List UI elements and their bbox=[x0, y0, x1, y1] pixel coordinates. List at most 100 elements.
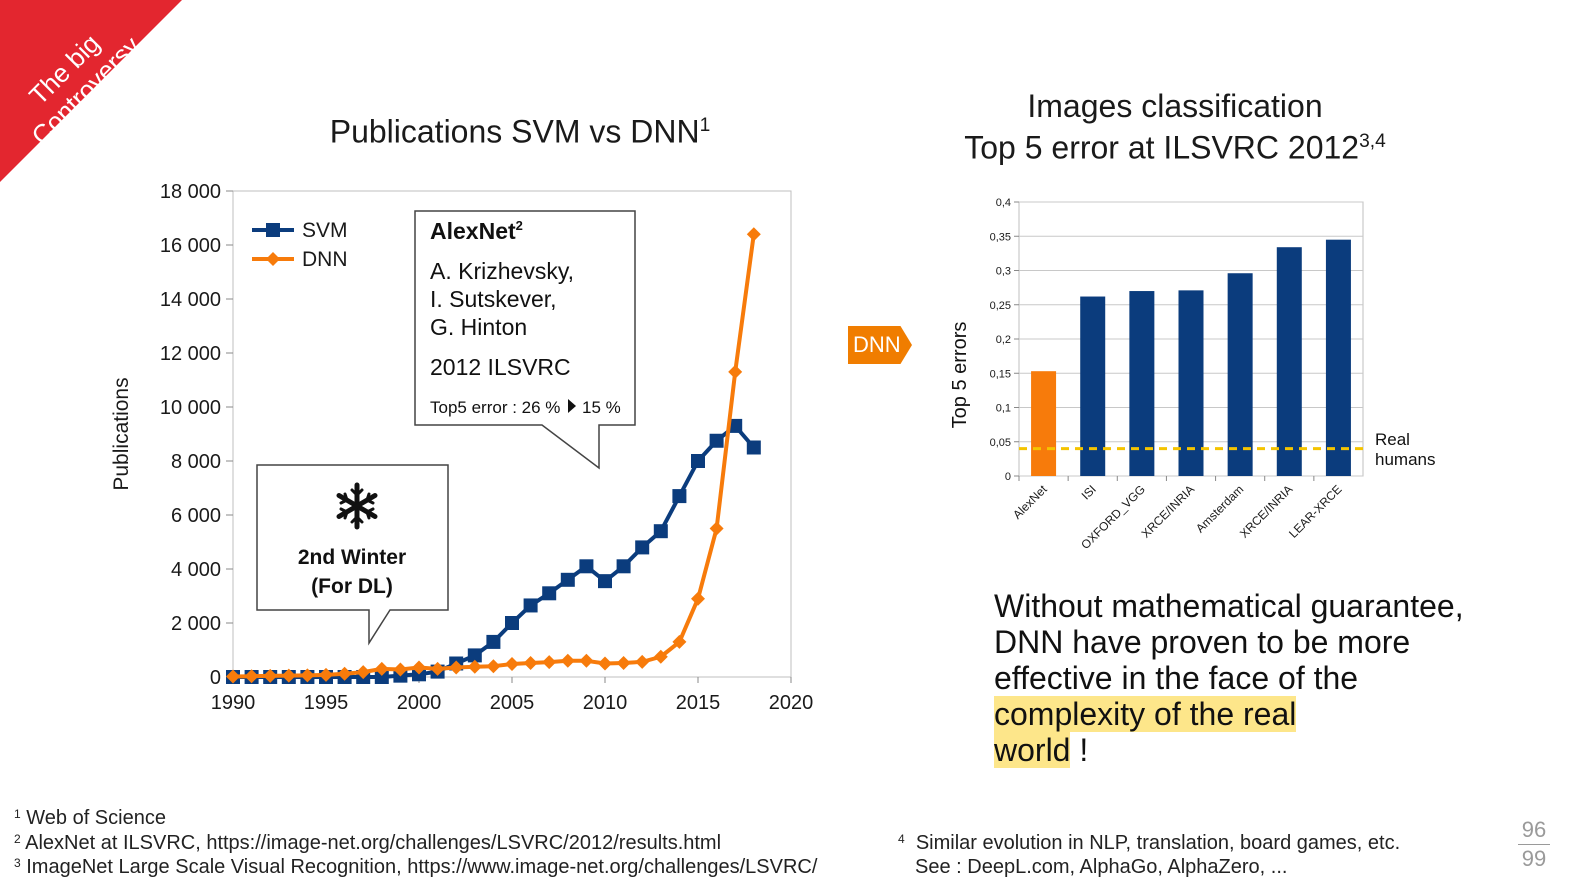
legend-dnn-marker bbox=[266, 252, 280, 266]
dnn-point bbox=[319, 667, 333, 682]
svm-point bbox=[579, 559, 594, 574]
dnn-point bbox=[393, 662, 408, 677]
alexnet-error-after: 15 % bbox=[582, 398, 621, 417]
line-chart-y-axis: 0 2 000 4 000 6 000 8 000 10 000 12 000 14 000 1… bbox=[160, 181, 233, 689]
x-tick-label: 1995 bbox=[304, 692, 349, 714]
dnn-point bbox=[337, 666, 352, 681]
ribbon-background bbox=[0, 0, 182, 182]
error-title-sup: 3,4 bbox=[1359, 131, 1386, 152]
bar-y-tick-label: 0,25 bbox=[990, 300, 1011, 312]
dnn-point bbox=[709, 521, 724, 536]
footnote-2: 2 AlexNet at ILSVRC, https://image-net.o… bbox=[14, 827, 721, 855]
footnote-4-line1: Similar evolution in NLP, translation, b… bbox=[915, 832, 1401, 854]
dnn-point bbox=[374, 661, 389, 676]
footnote-2-num: 2 bbox=[14, 832, 21, 846]
error-title-line1: Images classification bbox=[1027, 88, 1323, 124]
bar-category-label: Amsterdam bbox=[1193, 482, 1246, 535]
bar-category-label: AlexNet bbox=[1010, 482, 1050, 522]
bar-isi bbox=[1080, 296, 1106, 476]
bar-oxford-vgg bbox=[1129, 291, 1155, 476]
y-tick-label: 8 000 bbox=[171, 451, 221, 473]
bar-chart-x-labels: AlexNet ISIOXFORD_VGGXRCE/INRIAAmsterdamX… bbox=[1010, 476, 1345, 552]
page-number: 96 99 bbox=[1514, 818, 1554, 871]
conclusion-part1: Without mathematical guarantee, DNN have… bbox=[994, 588, 1464, 696]
bar-y-tick-label: 0,3 bbox=[996, 266, 1011, 278]
winter-line2: (For DL) bbox=[311, 575, 393, 598]
line-chart-series bbox=[226, 227, 761, 684]
svm-point bbox=[653, 524, 668, 539]
publications-title-sup: 1 bbox=[699, 115, 711, 136]
page-current: 96 bbox=[1521, 817, 1547, 842]
svm-point bbox=[672, 489, 687, 504]
bar-xrce-inria bbox=[1178, 290, 1204, 476]
publications-title-text: Publications SVM vs DNN bbox=[329, 113, 700, 150]
y-tick-label: 14 000 bbox=[160, 289, 221, 311]
alexnet-author-2: I. Sutskever, bbox=[430, 286, 557, 312]
error-chart-title: Images classification Top 5 error at ILS… bbox=[940, 88, 1410, 166]
bar-y-tick-label: 0,2 bbox=[996, 334, 1011, 346]
dnn-point bbox=[467, 659, 482, 674]
page-divider bbox=[1518, 844, 1550, 845]
alexnet-title: AlexNet2 bbox=[430, 218, 523, 244]
winter-line1: 2nd Winter bbox=[298, 546, 406, 569]
bar-alexnet bbox=[1031, 371, 1057, 476]
svm-point bbox=[709, 433, 724, 448]
bar-lear-xrce bbox=[1325, 239, 1351, 476]
bar-category-label: LEAR-XRCE bbox=[1286, 482, 1344, 540]
svm-point bbox=[746, 440, 761, 455]
svm-point bbox=[728, 418, 743, 433]
svm-point bbox=[374, 670, 389, 684]
dnn-point bbox=[598, 656, 612, 671]
dnn-point bbox=[523, 655, 538, 670]
bar-amsterdam bbox=[1227, 273, 1253, 476]
conclusion-text: Without mathematical guarantee, DNN have… bbox=[994, 588, 1464, 768]
dnn-arrow: DNN bbox=[848, 326, 912, 364]
bar-chart-y-label: Top 5 errors bbox=[949, 322, 971, 429]
bar-category-label: ISI bbox=[1079, 482, 1099, 502]
svm-point bbox=[616, 559, 631, 574]
dnn-point bbox=[263, 668, 278, 683]
dnn-point bbox=[505, 657, 519, 672]
footnote-4-num: 4 bbox=[898, 832, 905, 846]
dnn-point bbox=[579, 653, 594, 668]
conclusion-part2: ! bbox=[1070, 732, 1089, 768]
x-tick-label: 2015 bbox=[676, 692, 721, 714]
bar-category-label: XRCE/INRIA bbox=[1139, 482, 1197, 540]
bar-y-tick-label: 0 bbox=[1005, 471, 1011, 483]
dnn-point bbox=[728, 364, 743, 379]
dnn-point bbox=[300, 668, 315, 683]
bar-chart-bars bbox=[1031, 239, 1351, 476]
footnote-4: 4 Similar evolution in NLP, translation,… bbox=[898, 827, 1400, 879]
dnn-point bbox=[672, 634, 687, 649]
bar-y-tick-label: 0,35 bbox=[990, 231, 1011, 243]
error-title-line2: Top 5 error at ILSVRC 2012 bbox=[964, 129, 1360, 166]
svm-point bbox=[505, 616, 519, 630]
dnn-point bbox=[356, 665, 371, 680]
x-tick-label: 2020 bbox=[769, 692, 814, 714]
svm-point bbox=[598, 574, 612, 589]
alexnet-callout-box bbox=[414, 210, 636, 470]
corner-ribbon: The big Controversy bbox=[0, 0, 190, 190]
y-tick-label: 6 000 bbox=[171, 505, 221, 527]
dnn-point bbox=[746, 227, 761, 242]
winter-callout: 2nd Winter (For DL) bbox=[256, 464, 449, 646]
dnn-point bbox=[542, 655, 557, 670]
dnn-point bbox=[244, 669, 259, 684]
footnote-1: 1 Web of Science bbox=[14, 802, 166, 830]
svm-point bbox=[467, 648, 482, 663]
alexnet-author-1: A. Krizhevsky, bbox=[430, 258, 574, 284]
svm-point bbox=[542, 586, 557, 601]
dnn-point bbox=[430, 661, 445, 676]
footnote-2-text: AlexNet at ILSVRC, https://image-net.org… bbox=[25, 832, 722, 854]
svm-point bbox=[486, 634, 501, 649]
page-total: 99 bbox=[1521, 846, 1547, 871]
alexnet-error-before: Top5 error : 26 % bbox=[430, 398, 560, 417]
legend-svm-marker bbox=[266, 223, 280, 237]
dnn-point bbox=[635, 654, 650, 669]
conclusion-highlight2: world bbox=[994, 732, 1071, 768]
dnn-point bbox=[616, 655, 631, 670]
publications-line-chart: 0 2 000 4 000 6 000 8 000 10 000 12 000 14 000 1… bbox=[110, 181, 814, 714]
footnote-3-num: 3 bbox=[14, 856, 21, 870]
svm-point bbox=[523, 598, 538, 613]
legend-dnn-label: DNN bbox=[302, 248, 348, 271]
